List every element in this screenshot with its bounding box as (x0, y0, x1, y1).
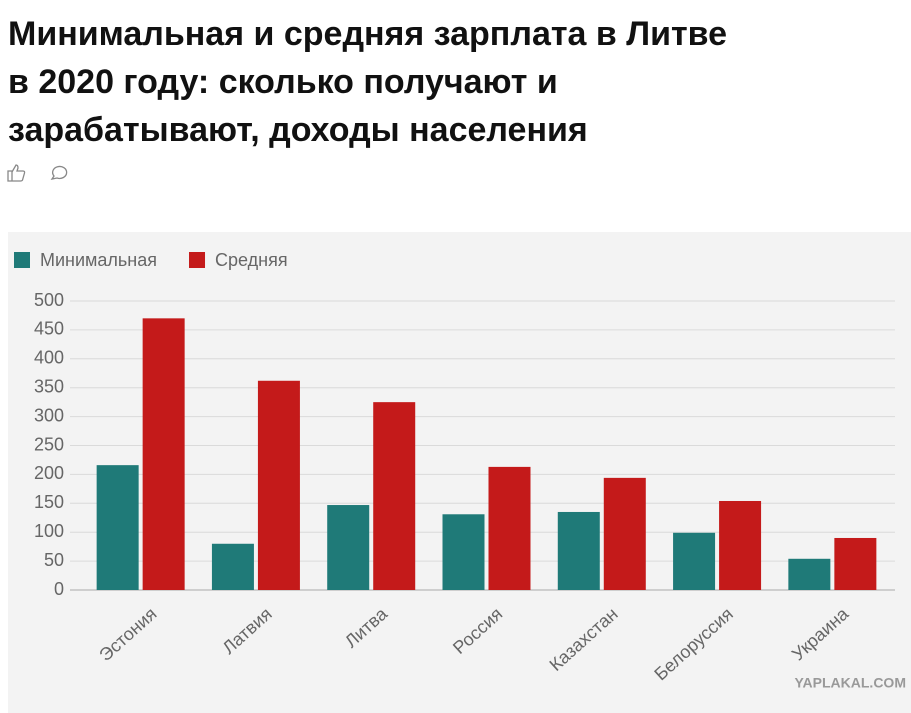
bar (603, 477, 646, 590)
bar (488, 466, 531, 590)
y-tick-label: 450 (34, 319, 64, 339)
y-tick-label: 0 (54, 579, 64, 599)
legend-swatch (14, 252, 30, 268)
reaction-icons (7, 164, 68, 182)
title-line: в 2020 году: сколько получают и (8, 63, 558, 101)
bar (373, 402, 416, 590)
bar (327, 505, 370, 590)
y-tick-label: 100 (34, 521, 64, 541)
legend-swatch (189, 252, 206, 268)
watermark: YAPLAKAL.COM (795, 675, 907, 691)
y-tick-label: 350 (34, 376, 64, 396)
y-tick-label: 200 (34, 463, 64, 483)
legend-label: Минимальная (40, 250, 157, 270)
bar (257, 380, 300, 590)
y-tick-label: 300 (34, 405, 64, 425)
y-tick-label: 500 (34, 290, 64, 310)
title-line: зарабатывают, доходы населения (8, 111, 588, 149)
y-tick-label: 50 (44, 550, 64, 570)
title-line: Минимальная и средняя зарплата в Литве (8, 15, 727, 53)
comment-icon[interactable] (50, 165, 68, 180)
legend-label: Средняя (215, 250, 288, 270)
article-title: Минимальная и средняя зарплата в Литве в… (8, 10, 727, 154)
y-tick-label: 150 (34, 492, 64, 512)
bar (442, 514, 485, 590)
bar (211, 543, 254, 590)
like-icon[interactable] (7, 164, 26, 182)
bar (96, 465, 139, 590)
y-tick-label: 250 (34, 434, 64, 454)
bar (834, 537, 877, 590)
bar (788, 558, 831, 590)
bar (719, 500, 762, 590)
bar (142, 318, 185, 590)
y-tick-label: 400 (34, 348, 64, 368)
bar (557, 511, 600, 590)
bar (673, 532, 716, 590)
